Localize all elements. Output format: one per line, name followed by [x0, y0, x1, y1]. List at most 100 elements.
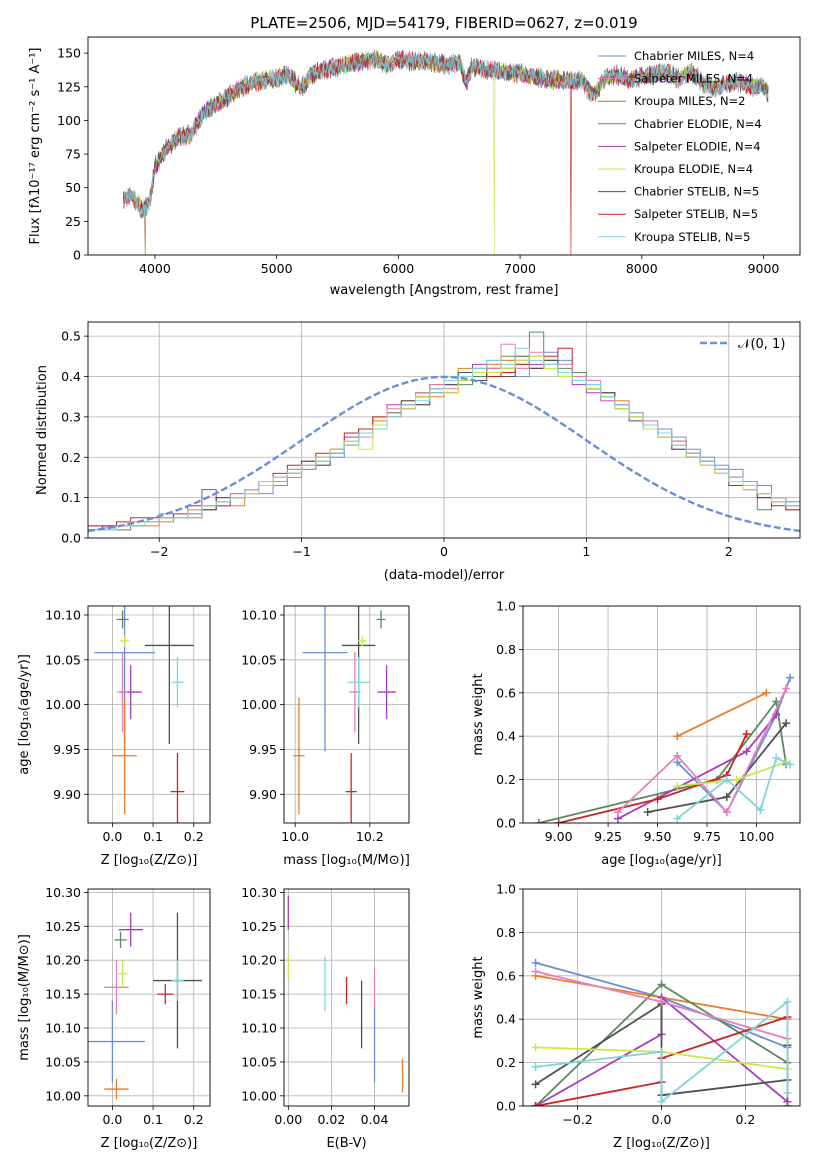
chart-panel-2: −2 −1 0 1 2 0.0 0.1 0.2 0.3 0.4 0.5 (data-model)/er… — [35, 321, 801, 583]
errorbar-point — [347, 657, 370, 708]
errorbar-point — [88, 1000, 145, 1083]
plus-marker — [554, 819, 563, 823]
y-tick-label: 0.8 — [496, 925, 516, 940]
plus-marker — [783, 1097, 792, 1106]
plus-marker — [531, 958, 540, 967]
x-tick-label: 8000 — [626, 261, 658, 276]
y-tick-label: 1.0 — [496, 882, 516, 897]
plot-area — [284, 889, 409, 1106]
axes-frame — [283, 605, 410, 824]
y-tick-label: 0.6 — [496, 685, 516, 700]
x-tick-label: 0.0 — [102, 829, 122, 844]
x-tick-label: 6000 — [382, 261, 414, 276]
plus-marker — [783, 997, 792, 1006]
plus-marker — [531, 1043, 540, 1052]
legend-entry: Chabrier STELIB, N=5 — [634, 185, 759, 199]
y-tick-label: 1.0 — [496, 599, 516, 614]
y-tick-label: 0.4 — [61, 369, 81, 384]
chart-panel-4: 10.0 10.2 9.90 9.95 10.00 10.05 10.10 mass [log… — [241, 605, 410, 868]
errorbar-point — [119, 635, 130, 647]
errorbar-point — [118, 912, 143, 947]
errorbar-point — [116, 651, 129, 733]
histogram-step — [88, 331, 800, 531]
errorbar-point — [293, 697, 305, 815]
y-tick-label: 25 — [65, 214, 81, 229]
plus-marker — [742, 747, 751, 756]
x-axis-label: age [log₁₀(age/yr)] — [601, 853, 722, 868]
chart-title: PLATE=2506, MJD=54179, FIBERID=0627, z=0… — [250, 14, 637, 32]
y-axis-label: mass [log₁₀(M/M⊙)] — [17, 934, 32, 1061]
y-axis-label: Normed distribution — [35, 365, 50, 495]
y-tick-label: 0.2 — [496, 1055, 516, 1070]
plus-marker — [657, 1047, 666, 1056]
y-tick-label: 75 — [65, 147, 81, 162]
chart-panel-3: 0.0 0.1 0.2 9.90 9.95 10.00 10.05 10.10 Z [log₁₀… — [17, 605, 211, 868]
y-tick-label: 10.25 — [45, 919, 81, 934]
errorbar-point — [170, 753, 185, 823]
x-tick-label: 9.25 — [594, 829, 622, 844]
axes-frame — [522, 605, 801, 824]
legend-entry: Chabrier MILES, N=4 — [634, 49, 754, 63]
errorbar-point — [377, 665, 396, 719]
legend-entry: Chabrier ELODIE, N=4 — [634, 117, 762, 131]
axes-frame — [522, 888, 801, 1107]
plot-area — [284, 606, 409, 823]
y-tick-label: 150 — [57, 46, 81, 61]
y-tick-label: 0 — [73, 248, 81, 263]
y-axis-label: mass weight — [471, 673, 486, 755]
x-tick-label: 0.0 — [102, 1112, 122, 1127]
mass-weight-line — [558, 733, 748, 823]
plus-marker — [657, 1097, 666, 1106]
errorbar-point — [341, 606, 376, 745]
plus-marker — [786, 760, 795, 769]
plus-marker — [673, 751, 682, 760]
chart-panel-6: 0.0 0.1 0.2 10.00 10.05 10.10 10.15 10.20 10.25 1… — [17, 885, 211, 1151]
histogram-step — [88, 351, 800, 531]
y-tick-label: 0.1 — [61, 490, 81, 505]
y-axis-label: age [log₁₀(age/yr)] — [17, 654, 32, 775]
x-axis-label: (data-model)/error — [384, 568, 505, 583]
x-axis-label: Z [log₁₀(Z/Z⊙)] — [101, 1136, 198, 1151]
x-axis-label: mass [log₁₀(M/M⊙)] — [283, 853, 410, 868]
y-tick-label: 0.2 — [61, 450, 81, 465]
x-axis-label: Z [log₁₀(Z/Z⊙)] — [101, 853, 198, 868]
y-tick-label: 0.8 — [496, 642, 516, 657]
x-tick-label: 9.50 — [644, 829, 672, 844]
x-axis-label: wavelength [Angstrom, rest frame] — [330, 283, 559, 298]
x-tick-label: 0 — [440, 544, 448, 559]
legend-entry: Kroupa STELIB, N=5 — [634, 230, 751, 244]
errorbar-point — [302, 606, 348, 752]
mass-weight-line — [538, 699, 787, 823]
plus-marker — [531, 1102, 540, 1106]
errorbar-point — [157, 983, 174, 1005]
x-tick-label: 0.1 — [143, 1112, 163, 1127]
plus-marker — [786, 673, 795, 682]
y-tick-label: 9.90 — [249, 787, 277, 802]
y-tick-label: 10.00 — [45, 697, 81, 712]
x-tick-label: 7000 — [504, 261, 536, 276]
legend-entry: Kroupa ELODIE, N=4 — [634, 162, 753, 176]
x-tick-label: 4000 — [139, 261, 171, 276]
axes-frame — [87, 321, 801, 539]
y-axis-label: Flux [fλ10⁻¹⁷ erg cm⁻² s⁻¹ A⁻¹] — [28, 48, 43, 245]
y-tick-label: 10.00 — [241, 697, 277, 712]
x-tick-label: 0.02 — [317, 1112, 345, 1127]
plus-marker — [722, 792, 731, 801]
errorbar-point — [144, 606, 194, 745]
y-tick-label: 10.20 — [241, 953, 277, 968]
y-tick-label: 10.10 — [45, 607, 81, 622]
x-tick-label: 0.2 — [735, 1112, 755, 1127]
y-tick-label: 10.30 — [241, 885, 277, 900]
x-tick-label: 5000 — [261, 261, 293, 276]
y-tick-label: 10.05 — [241, 652, 277, 667]
x-tick-label: 0.2 — [184, 829, 204, 844]
plot-area — [122, 49, 769, 255]
plus-marker — [673, 732, 682, 741]
plus-marker — [673, 814, 682, 823]
histogram-step — [88, 355, 800, 531]
y-tick-label: 0.2 — [496, 772, 516, 787]
errorbar-point — [171, 657, 184, 708]
plus-marker — [762, 688, 771, 697]
plus-marker — [531, 1062, 540, 1071]
mass-weight-line — [676, 677, 791, 814]
